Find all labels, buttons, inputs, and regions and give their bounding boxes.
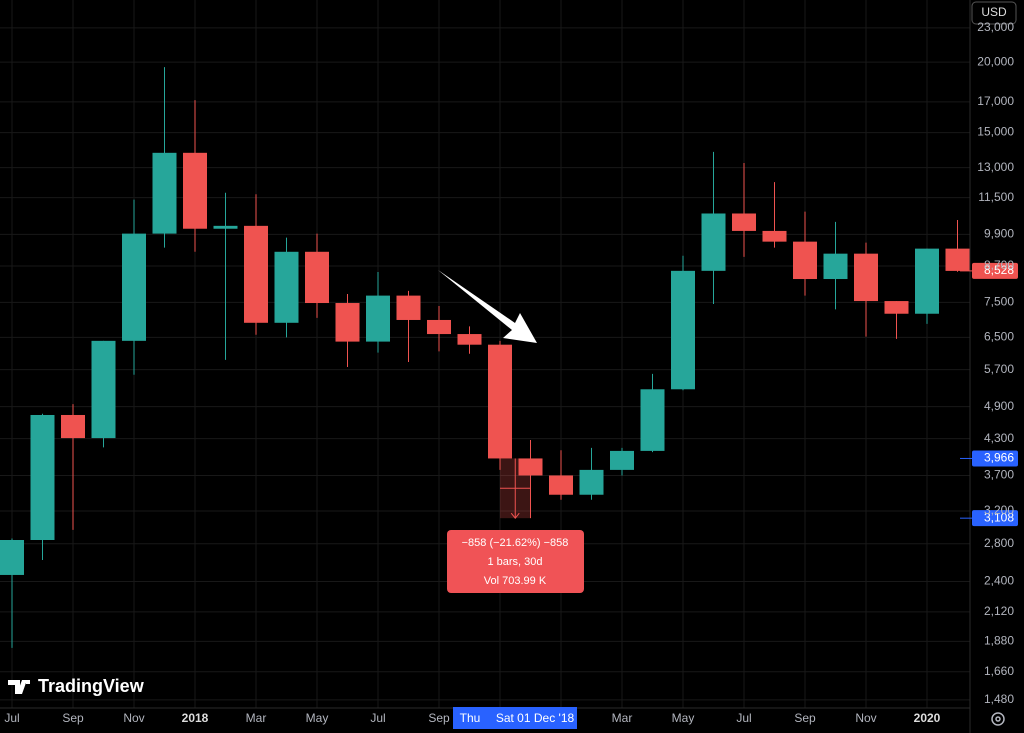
y-tick-label: 5,700	[984, 362, 1014, 376]
x-tick-label: Sep	[794, 711, 816, 725]
candle-body	[854, 253, 878, 302]
price-label-bg	[972, 450, 1018, 467]
candle-body	[152, 152, 177, 234]
price-label: 3,108	[984, 510, 1014, 524]
tooltip-line: −858 (−21.62%) −858	[462, 537, 569, 549]
x-tick-label: May	[672, 711, 695, 725]
y-tick-label: 23,000	[977, 20, 1014, 34]
candle-body	[701, 213, 726, 271]
x-tick-label: Jul	[4, 711, 19, 725]
currency-label[interactable]: USD	[981, 5, 1007, 19]
y-tick-label: 2,800	[984, 536, 1014, 550]
y-tick-label: 8,700	[984, 258, 1014, 272]
candle-body	[732, 213, 756, 231]
candle-body	[915, 248, 939, 314]
candle-body	[183, 152, 207, 229]
x-tick-label: Mar	[246, 711, 267, 725]
settings-gear-center[interactable]	[995, 716, 1001, 722]
settings-icon[interactable]	[991, 712, 1005, 726]
crosshair-label: Thu	[460, 711, 481, 725]
candle-body	[61, 414, 85, 439]
candle-body	[305, 251, 329, 304]
candle-body	[945, 248, 970, 271]
price-label: 8,528	[984, 263, 1014, 277]
candle-body	[366, 295, 390, 342]
x-tick-label: Nov	[123, 711, 144, 725]
candle-body	[30, 414, 55, 541]
logo: TradingView	[8, 676, 145, 696]
candle-body	[91, 340, 116, 439]
y-tick-label: 11,500	[978, 190, 1014, 204]
y-tick-label: 20,000	[977, 54, 1014, 68]
crosshair-date-bg	[453, 707, 577, 729]
candle-body	[274, 251, 299, 323]
tooltip-line: 1 bars, 30d	[487, 556, 542, 568]
candle-body	[762, 230, 787, 242]
logo-icon	[8, 680, 30, 694]
grid	[0, 0, 970, 708]
candle-body	[640, 389, 665, 451]
candle-body	[244, 225, 268, 323]
y-tick-label: 1,880	[984, 633, 1014, 647]
x-tick-label: May	[306, 711, 329, 725]
candle-body	[518, 458, 543, 476]
candle-body	[0, 540, 24, 575]
y-tick-label: 15,000	[977, 125, 1014, 139]
candle-body	[488, 344, 512, 459]
y-tick-label: 4,900	[984, 399, 1014, 413]
logo-text: TradingView	[38, 676, 145, 696]
candle-body	[427, 319, 451, 335]
x-tick-label: Jul	[370, 711, 385, 725]
candle-body	[793, 241, 817, 280]
candle-body	[579, 469, 604, 495]
arrow-annotation	[438, 270, 537, 343]
y-tick-label: 3,700	[984, 468, 1014, 482]
x-tick-label: 2020	[914, 711, 941, 725]
y-tick-label: 2,120	[984, 604, 1014, 618]
x-tick-label: Jul	[736, 711, 751, 725]
candle-body	[610, 450, 634, 470]
y-tick-label: 13,000	[977, 160, 1014, 174]
overlay: 3,966 3,108 8,528 −858 (−21.62%) −858 1 bars…	[447, 262, 1018, 729]
x-tick-label: Sep	[62, 711, 84, 725]
currency-button[interactable]	[971, 1, 1017, 25]
tooltip-bg	[447, 530, 584, 593]
y-tick-label: 1,480	[984, 692, 1014, 706]
price-label: 3,966	[984, 451, 1014, 465]
y-tick-label: 7,500	[984, 295, 1014, 309]
tooltip-line: Vol 703.99 K	[484, 575, 547, 587]
y-tick-label: 17,000	[977, 94, 1014, 108]
x-tick-label: Nov	[855, 711, 876, 725]
candle-body	[884, 301, 909, 314]
y-tick-label: 4,300	[984, 431, 1014, 445]
y-tick-label: 3,200	[984, 503, 1014, 517]
candles	[0, 67, 970, 648]
y-tick-label: 6,500	[984, 330, 1014, 344]
price-label-bg	[972, 262, 1018, 279]
candle-body	[396, 295, 421, 320]
candle-body	[213, 225, 238, 229]
crosshair-label: Sat 01 Dec '18	[496, 711, 575, 725]
y-tick-label: 1,660	[984, 664, 1014, 678]
x-tick-label: Sep	[428, 711, 450, 725]
price-label-bg	[972, 510, 1018, 527]
settings-gear[interactable]	[991, 712, 1005, 726]
y-tick-label: 2,400	[984, 574, 1014, 588]
measure-arrow	[510, 512, 520, 519]
candle-body	[549, 475, 573, 495]
x-tick-label: Mar	[612, 711, 633, 725]
y-tick-label: 9,900	[984, 227, 1014, 241]
candle-body	[457, 334, 482, 345]
candle-body	[823, 253, 848, 280]
candle-body	[671, 270, 695, 390]
candle-body	[122, 233, 146, 341]
candle-body	[335, 303, 360, 342]
x-tick-label: 2018	[182, 711, 209, 725]
